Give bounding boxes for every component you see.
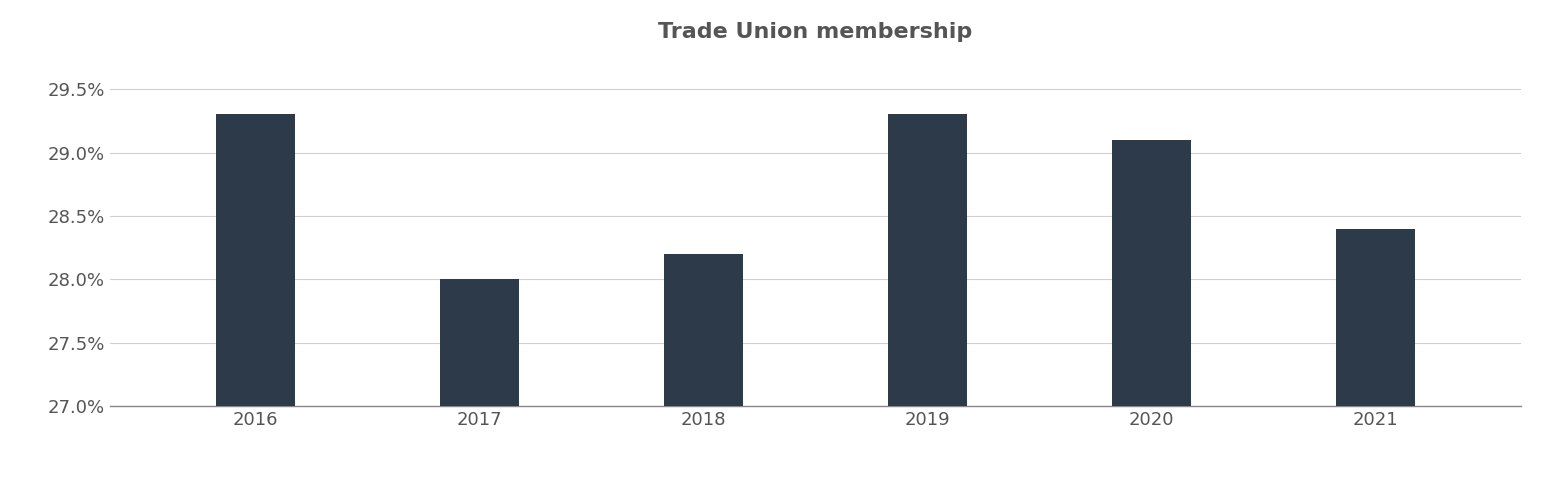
Bar [1336,228,1414,406]
Bar [216,114,295,406]
Bar [1112,140,1190,406]
Bar [441,280,519,406]
Title: Trade Union membership: Trade Union membership [659,22,972,42]
Bar [887,114,966,406]
Bar [665,254,743,406]
